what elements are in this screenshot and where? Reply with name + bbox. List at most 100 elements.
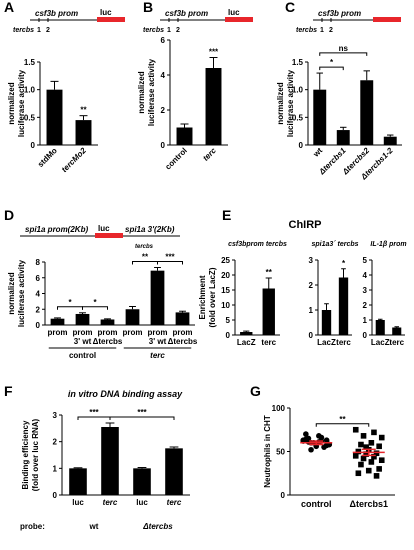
y-axis-label: luciferase activity (147, 58, 156, 126)
site-label: 2 (46, 27, 50, 34)
x-tick-label: terc (103, 498, 118, 507)
y-tick-label: 1.5 (292, 58, 304, 67)
bar (50, 318, 65, 325)
x-tick-label: wt (311, 146, 325, 160)
y-tick-label: 0.5 (24, 113, 36, 122)
x-tick-label: prom Δtercbs (93, 328, 123, 346)
significance: ** (339, 415, 346, 424)
point (355, 470, 362, 477)
point (323, 437, 330, 443)
bar (383, 136, 397, 145)
y-tick-label: 6 (36, 274, 41, 283)
y-tick-label: 0 (309, 331, 314, 340)
y-tick-label: 25 (221, 256, 230, 265)
subtitle: spi1a3´ tercbs (311, 241, 358, 248)
y-tick-label: 1 (309, 306, 314, 315)
bar (101, 427, 119, 495)
x-tick-label: terc (261, 338, 276, 347)
x-tick-label: prom (123, 328, 143, 337)
y-tick-label: 2 (363, 301, 368, 310)
significance: ** (142, 253, 149, 262)
y-axis-label: (fold over LacZ) (208, 267, 217, 327)
bracket (109, 416, 175, 420)
subtitle: csf3bprom tercbs (228, 241, 287, 248)
y-tick-label: 1 (53, 464, 58, 473)
y-tick-label: 5 (363, 256, 368, 265)
bar (133, 468, 151, 495)
y-axis-label: Binding efficiency (21, 420, 30, 489)
x-tick-label: terc (201, 146, 218, 163)
point (360, 455, 367, 462)
point (363, 451, 369, 457)
reporter-label: luc (228, 8, 240, 17)
y-tick-label: 3 (309, 256, 314, 265)
y-tick-label: 4 (36, 290, 41, 299)
y-tick-label: 3 (53, 411, 58, 420)
bracket (57, 306, 83, 310)
bar (46, 89, 63, 145)
point (378, 434, 385, 441)
y-tick-label: 2 (161, 106, 166, 115)
y-tick-label: 4 (363, 271, 368, 280)
x-tick-label: prom Δtercbs (168, 328, 198, 346)
panel-label: A (4, 0, 14, 15)
point (303, 431, 309, 437)
x-tick-label: terc (336, 338, 351, 347)
x-tick-label: LacZ (237, 338, 256, 347)
y-tick-label: 0 (226, 331, 231, 340)
bar (392, 327, 402, 335)
y-tick-label: 0 (161, 141, 166, 150)
y-tick-label: 0 (36, 321, 41, 330)
y-tick-label: 3 (363, 286, 368, 295)
y-tick-label: 6 (161, 36, 166, 45)
site-label: 1 (37, 27, 41, 34)
y-tick-label: 15 (221, 286, 230, 295)
significance: *** (89, 408, 99, 417)
point (368, 440, 375, 446)
bar (338, 277, 349, 335)
y-tick-label: 0.5 (292, 113, 304, 122)
bracket (82, 306, 108, 310)
y-axis-label: Enrichment (198, 275, 207, 319)
group-prefix: probe: (20, 522, 45, 531)
sites-label: tercbs (135, 244, 154, 250)
reporter-label: luc (98, 224, 110, 233)
significance: * (68, 298, 72, 307)
bar (165, 448, 183, 495)
site-label: 1 (167, 27, 171, 34)
y-tick-label: 0 (281, 491, 286, 500)
y-axis-label: normalized (7, 272, 16, 314)
bar (313, 89, 327, 145)
panel-label: C (285, 0, 295, 15)
chart-title: in vitro DNA binding assay (68, 389, 183, 399)
y-tick-label: 4 (161, 71, 166, 80)
group-label: Δtercbs (142, 522, 173, 531)
point (352, 453, 359, 459)
x-tick-label: prom 3' wt (73, 328, 93, 346)
bar (205, 68, 222, 145)
group-label: terc (150, 351, 165, 360)
x-tick-label: tercMo2 (60, 146, 88, 174)
promoter-label: csf3b prom (165, 9, 208, 18)
y-tick-label: 2 (309, 281, 314, 290)
y-tick-label: 0 (299, 141, 304, 150)
bar (336, 130, 350, 145)
bar (176, 127, 193, 145)
chart-title: ChIRP (289, 219, 322, 231)
promoter-label: csf3b prom (35, 9, 78, 18)
y-axis-label: (fold over luc RNA) (31, 418, 40, 491)
panel-label: D (4, 207, 14, 223)
bracket (319, 66, 344, 71)
reporter-box (97, 17, 125, 22)
bar (321, 310, 332, 335)
y-tick-label: 5 (226, 316, 231, 325)
bracket (319, 52, 368, 56)
group-label: wt (89, 522, 99, 531)
y-axis-label: normalized (7, 82, 16, 124)
x-tick-label: LacZ (371, 338, 390, 347)
point (373, 450, 380, 457)
x-tick-label: Δtercbs1 (350, 499, 389, 509)
point (371, 429, 377, 436)
point (373, 473, 380, 479)
y-tick-label: 0 (363, 331, 368, 340)
